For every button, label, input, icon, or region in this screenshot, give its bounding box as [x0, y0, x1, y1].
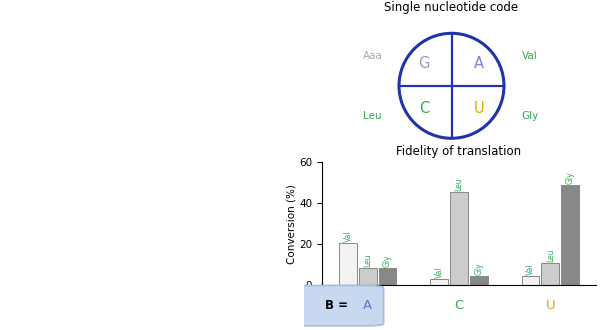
Text: Val: Val [435, 267, 444, 278]
Text: C: C [455, 299, 464, 312]
Text: A: A [363, 299, 372, 312]
Bar [359, 268, 377, 285]
Bar [339, 243, 357, 285]
Text: Leu: Leu [363, 253, 372, 267]
Text: Val: Val [526, 264, 535, 275]
Bar [541, 263, 559, 285]
Text: Gly: Gly [383, 254, 392, 267]
Text: Leu: Leu [546, 248, 555, 262]
Bar [430, 279, 448, 285]
Text: Single nucleotide code: Single nucleotide code [385, 1, 518, 14]
Bar [450, 192, 468, 285]
Text: Val: Val [523, 50, 538, 60]
Text: B =: B = [325, 299, 348, 312]
Text: Gly: Gly [566, 172, 575, 184]
Text: Gly: Gly [521, 111, 539, 121]
Bar [379, 268, 396, 285]
Y-axis label: Conversion (%): Conversion (%) [287, 183, 296, 264]
Text: G: G [418, 56, 430, 71]
Text: Gly: Gly [474, 262, 483, 275]
Bar [470, 276, 488, 285]
Text: U: U [545, 299, 555, 312]
Bar [561, 185, 579, 285]
Text: U: U [473, 101, 484, 115]
Text: Val: Val [343, 231, 352, 242]
Text: Leu: Leu [364, 111, 382, 121]
FancyBboxPatch shape [289, 285, 383, 326]
Text: C: C [419, 101, 429, 115]
Bar [522, 276, 539, 285]
Title: Fidelity of translation: Fidelity of translation [397, 145, 521, 158]
Text: A: A [474, 56, 484, 71]
Text: Leu: Leu [455, 177, 464, 190]
Text: Aaa: Aaa [363, 50, 383, 60]
